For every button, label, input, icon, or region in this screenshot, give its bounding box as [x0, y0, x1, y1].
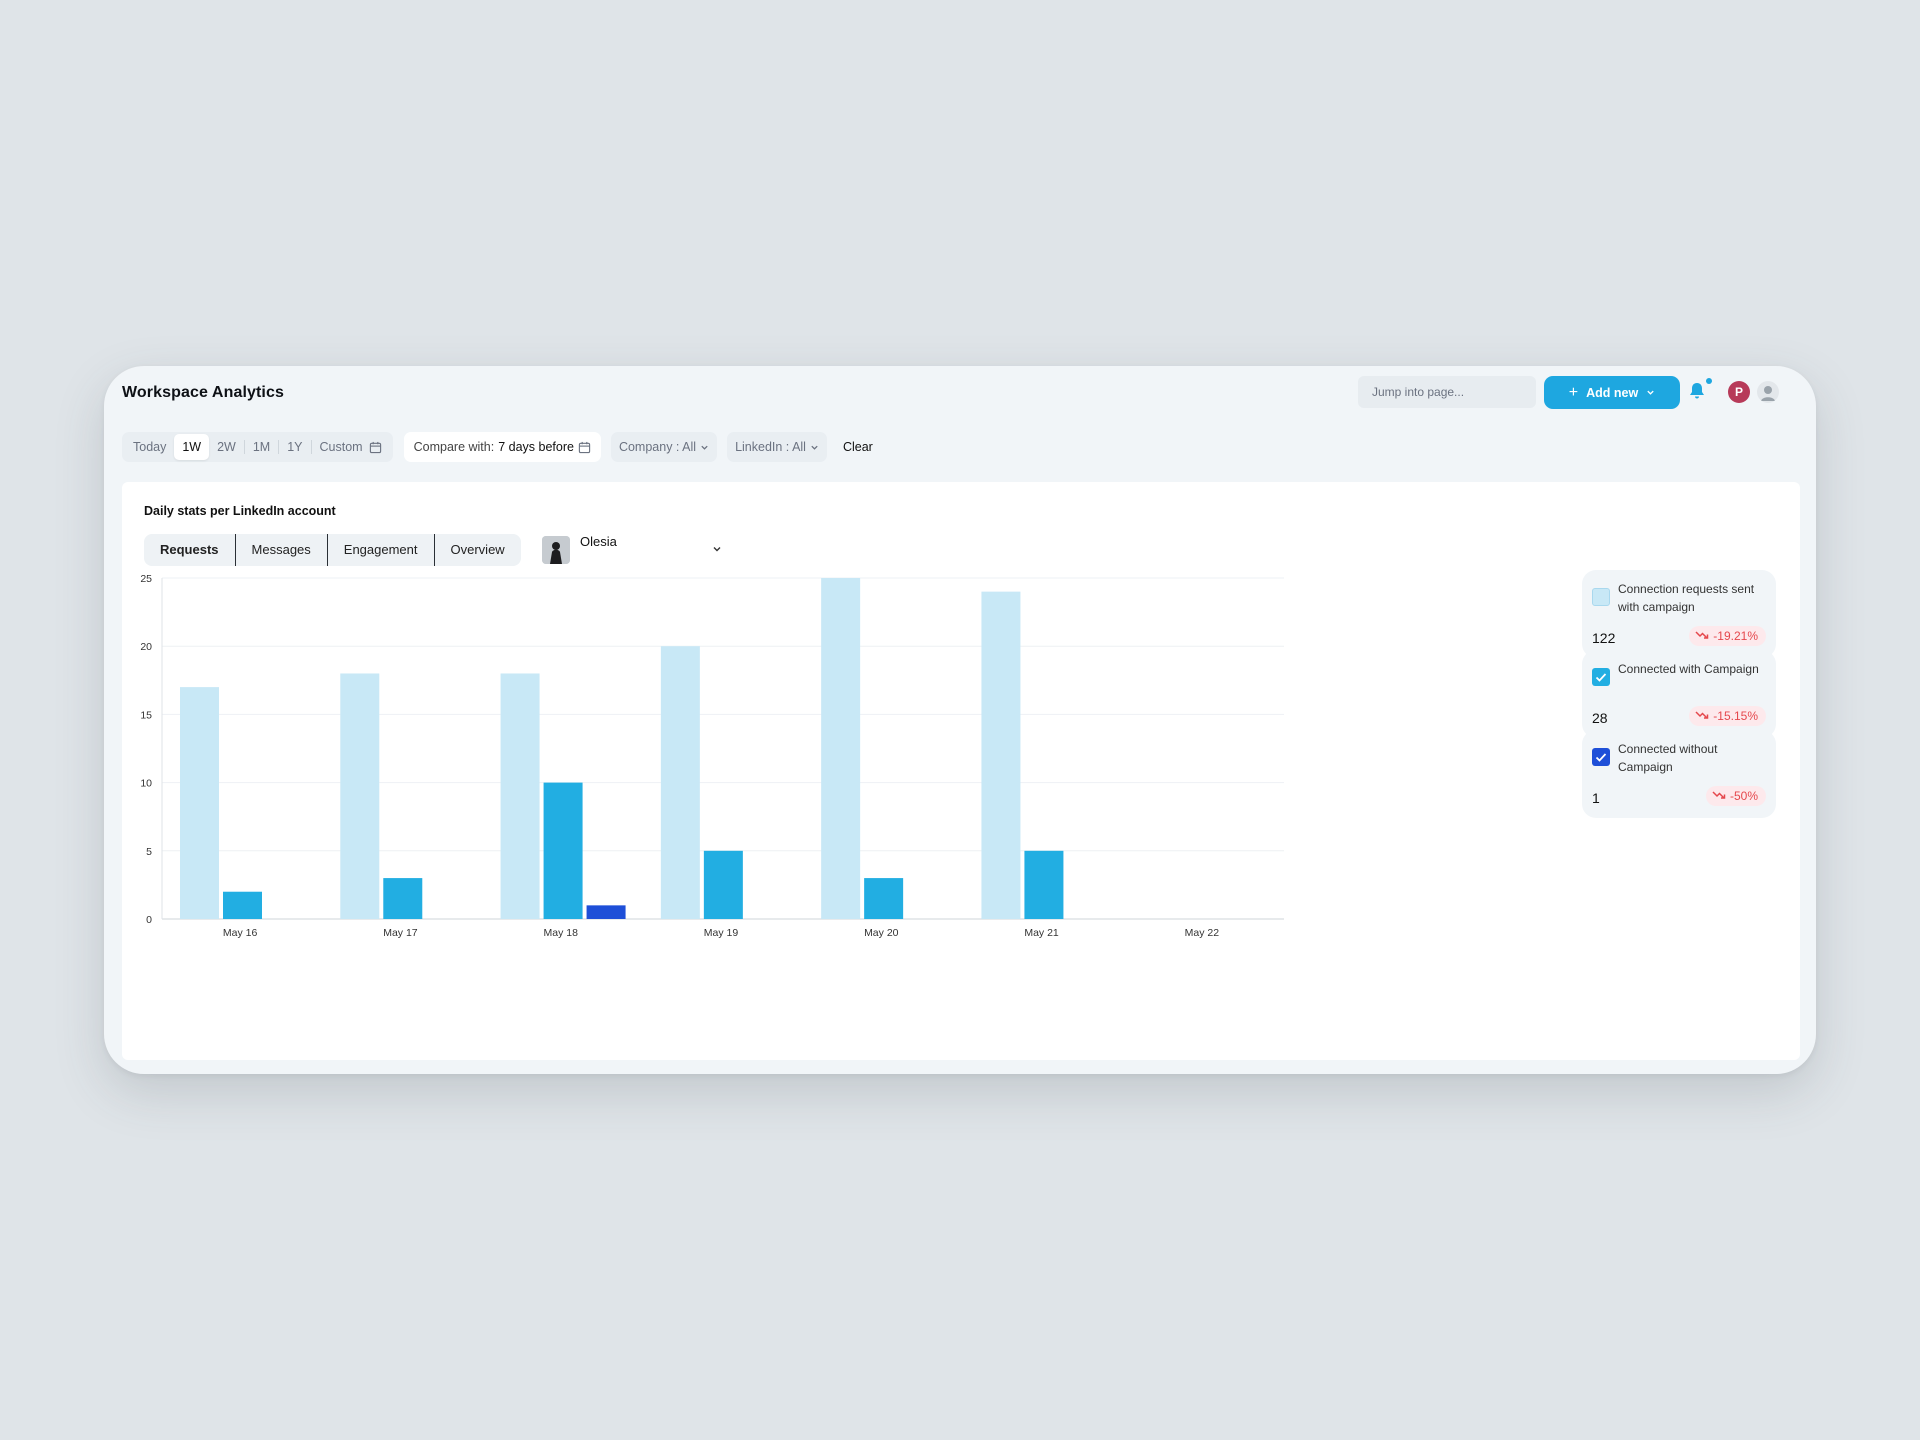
tab-engagement[interactable]: Engagement: [326, 534, 434, 566]
trend-down-icon: [1712, 786, 1726, 806]
compare-selector[interactable]: Compare with: 7 days before: [403, 432, 601, 462]
legend-label: Connected with Campaign: [1618, 662, 1759, 676]
y-tick-label: 25: [140, 573, 152, 585]
checkbox-checked-icon[interactable]: [1592, 668, 1610, 686]
y-tick-label: 0: [146, 914, 152, 926]
avatar[interactable]: P: [1728, 381, 1750, 403]
legend-label: Connected without Campaign: [1618, 742, 1718, 774]
calendar-icon: [369, 441, 381, 453]
legend-item[interactable]: Connected with Campaign 28 -15.15%: [1582, 650, 1776, 738]
checkbox-icon[interactable]: [1592, 588, 1610, 606]
legend-value: 122: [1592, 630, 1616, 646]
x-tick-label: May 17: [383, 927, 418, 939]
linkedin-filter[interactable]: LinkedIn : All: [727, 432, 827, 462]
range-2w[interactable]: 2W: [217, 440, 236, 454]
account-avatar[interactable]: [542, 536, 570, 564]
trend-value: -15.15%: [1713, 709, 1758, 723]
company-filter-label: Company : All: [618, 440, 697, 454]
plus-icon: +: [1568, 383, 1579, 401]
bar-connected-without-campaign: [586, 905, 626, 919]
tab-overview[interactable]: Overview: [433, 534, 521, 566]
user-avatar-icon[interactable]: [1757, 381, 1779, 403]
legend-label: Connection requests sent with campaign: [1618, 582, 1755, 614]
trend-badge: -50%: [1705, 786, 1766, 806]
bar-connected-with-campaign: [383, 878, 423, 919]
x-tick-label: May 21: [1024, 927, 1059, 939]
x-tick-label: May 18: [543, 927, 578, 939]
company-filter[interactable]: Company : All: [610, 432, 718, 462]
y-tick-label: 15: [140, 709, 152, 721]
y-tick-label: 5: [146, 846, 152, 858]
chevron-down-icon[interactable]: [712, 544, 722, 554]
tab-requests[interactable]: Requests: [160, 542, 219, 557]
add-new-label: Add new: [1586, 385, 1639, 400]
bar-connected-with-campaign: [223, 891, 262, 919]
search-input[interactable]: Jump into page...: [1358, 376, 1536, 408]
bar-requests-sent: [821, 578, 861, 919]
filter-bar: Today 1W 2W 1M 1Y Custom Compare with: 7…: [122, 432, 873, 462]
compare-prefix: Compare with:: [413, 440, 495, 454]
trend-badge: -19.21%: [1689, 626, 1766, 646]
trend-down-icon: [1695, 626, 1709, 646]
bar-connected-with-campaign: [543, 782, 583, 919]
account-name[interactable]: Olesia: [580, 534, 617, 549]
page-title: Workspace Analytics: [122, 384, 284, 401]
add-new-button[interactable]: + Add new: [1544, 376, 1680, 409]
bar-requests-sent: [981, 591, 1021, 919]
chevron-down-icon: [1647, 390, 1654, 395]
analytics-window: Workspace Analytics Jump into page... + …: [104, 366, 1816, 1074]
bar-requests-sent: [340, 673, 380, 919]
chevron-down-icon: [701, 445, 708, 450]
x-tick-label: May 20: [864, 927, 899, 939]
card-title: Daily stats per LinkedIn account: [144, 504, 336, 518]
bar-connected-with-campaign: [703, 850, 743, 919]
calendar-icon: [578, 441, 591, 453]
range-custom[interactable]: Custom: [312, 434, 390, 460]
x-tick-label: May 16: [223, 927, 258, 939]
trend-value: -19.21%: [1713, 629, 1758, 643]
legend-item[interactable]: Connection requests sent with campaign 12…: [1582, 570, 1776, 658]
trend-badge: -15.15%: [1689, 706, 1766, 726]
bell-icon[interactable]: [1686, 380, 1708, 402]
range-1w[interactable]: 1W: [174, 434, 210, 460]
tab-messages[interactable]: Messages: [234, 534, 327, 566]
stats-tabs: Requests Messages Engagement Overview: [144, 534, 521, 566]
trend-value: -50%: [1729, 789, 1758, 803]
legend-value: 28: [1592, 710, 1608, 726]
bar-connected-with-campaign: [864, 878, 904, 919]
y-tick-label: 20: [140, 641, 152, 653]
notification-dot: [1706, 378, 1712, 384]
range-1y[interactable]: 1Y: [287, 440, 303, 454]
chevron-down-icon: [811, 445, 818, 450]
divider: [278, 440, 280, 454]
legend-item[interactable]: Connected without Campaign 1 -50%: [1582, 730, 1776, 818]
date-range-selector: Today 1W 2W 1M 1Y Custom: [122, 432, 393, 462]
requests-bar-chart: 0 5 10 15 20 25 May 16 May 17 May 18 May 19 May 20…: [140, 573, 1284, 939]
bar-connected-with-campaign: [1024, 850, 1064, 919]
range-1m[interactable]: 1M: [252, 440, 271, 454]
x-tick-label: May 19: [704, 927, 739, 939]
clear-button[interactable]: Clear: [842, 440, 873, 454]
bar-requests-sent: [660, 646, 700, 919]
compare-value: 7 days before: [498, 440, 574, 454]
bar-requests-sent: [180, 687, 219, 919]
linkedin-filter-label: LinkedIn : All: [735, 440, 806, 454]
legend-value: 1: [1592, 790, 1600, 806]
range-today[interactable]: Today: [133, 440, 167, 454]
divider: [243, 440, 245, 454]
bar-requests-sent: [500, 673, 540, 919]
daily-stats-card: Daily stats per LinkedIn account Request…: [122, 482, 1800, 1060]
y-tick-label: 10: [140, 778, 152, 790]
range-custom-label: Custom: [319, 440, 363, 454]
checkbox-checked-icon[interactable]: [1592, 748, 1610, 766]
x-tick-label: May 22: [1185, 927, 1220, 939]
trend-down-icon: [1695, 706, 1709, 726]
divider: [310, 440, 312, 454]
